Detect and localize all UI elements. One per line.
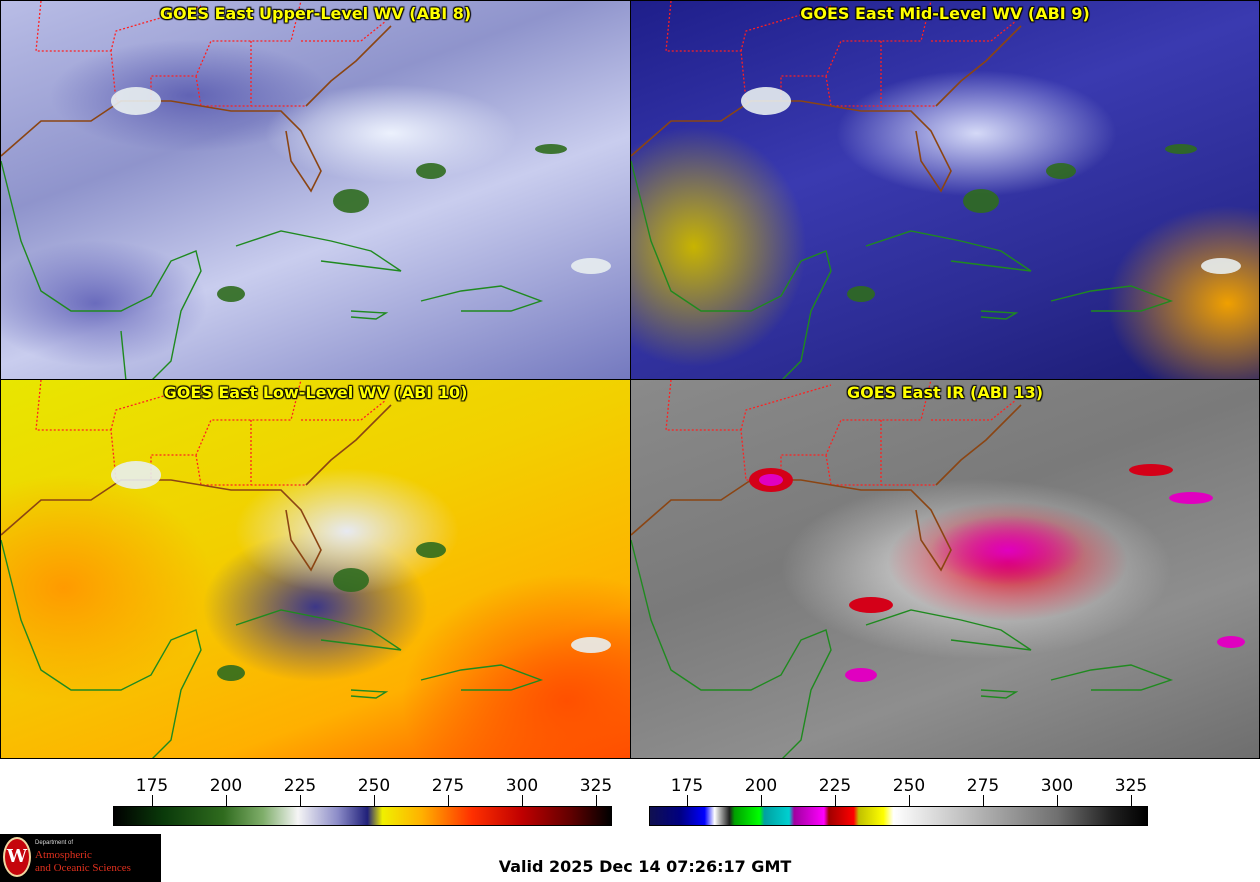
map-overlay (631, 1, 1241, 379)
wv-colorbar-tick (448, 795, 449, 806)
map-overlay (1, 1, 611, 379)
valid-time-label: Valid 2025 Dec 14 07:26:17 GMT (498, 857, 792, 876)
wv-tick-label: 250 (357, 776, 391, 796)
ir-colorbar-tick (983, 795, 984, 806)
aos-logo: W Department of Atmospheric and Oceanic … (0, 834, 161, 882)
panel-title: GOES East Upper-Level WV (ABI 8) (159, 4, 472, 23)
wv-colorbar-tick (300, 795, 301, 806)
map-overlay (631, 380, 1245, 758)
ir-colorbar-tick (761, 795, 762, 806)
ir-tick-label: 225 (818, 776, 852, 796)
wv-colorbar (113, 806, 612, 826)
wv-tick-label: 225 (283, 776, 317, 796)
panel-title: GOES East IR (ABI 13) (846, 383, 1044, 402)
ir-colorbar-tick (909, 795, 910, 806)
wv-tick-label: 300 (505, 776, 539, 796)
ir-colorbar-tick (835, 795, 836, 806)
ir-tick-label: 300 (1040, 776, 1074, 796)
wv-tick-label: 200 (209, 776, 243, 796)
panel-title: GOES East Mid-Level WV (ABI 9) (800, 4, 1090, 23)
logo-line2-text: and Oceanic Sciences (35, 862, 131, 874)
ir-colorbar (649, 806, 1148, 826)
wv-tick-label: 175 (135, 776, 169, 796)
wv-tick-label: 275 (431, 776, 465, 796)
wv-colorbar-tick (152, 795, 153, 806)
wv-colorbar-tick (374, 795, 375, 806)
panel-low-level-wv: GOES East Low-Level WV (ABI 10) (0, 379, 631, 759)
map-overlay (1, 380, 611, 758)
wv-colorbar-tick (226, 795, 227, 806)
uw-seal-icon: W (3, 837, 31, 877)
logo-line1-text: Atmospheric (35, 849, 92, 861)
ir-colorbar-tick (687, 795, 688, 806)
ir-tick-label: 175 (670, 776, 704, 796)
ir-tick-label: 200 (744, 776, 778, 796)
panel-title: GOES East Low-Level WV (ABI 10) (163, 383, 468, 402)
ir-tick-label: 275 (966, 776, 1000, 796)
logo-dept-text: Department of (35, 840, 74, 846)
ir-tick-label: 325 (1114, 776, 1148, 796)
wv-tick-label: 325 (579, 776, 613, 796)
panel-mid-level-wv: GOES East Mid-Level WV (ABI 9) (630, 0, 1260, 380)
ir-tick-label: 250 (892, 776, 926, 796)
panel-ir: GOES East IR (ABI 13) (630, 379, 1260, 759)
panel-upper-level-wv: GOES East Upper-Level WV (ABI 8) (0, 0, 631, 380)
ir-colorbar-tick (1057, 795, 1058, 806)
wv-colorbar-tick (596, 795, 597, 806)
wv-colorbar-tick (522, 795, 523, 806)
ir-colorbar-tick (1131, 795, 1132, 806)
